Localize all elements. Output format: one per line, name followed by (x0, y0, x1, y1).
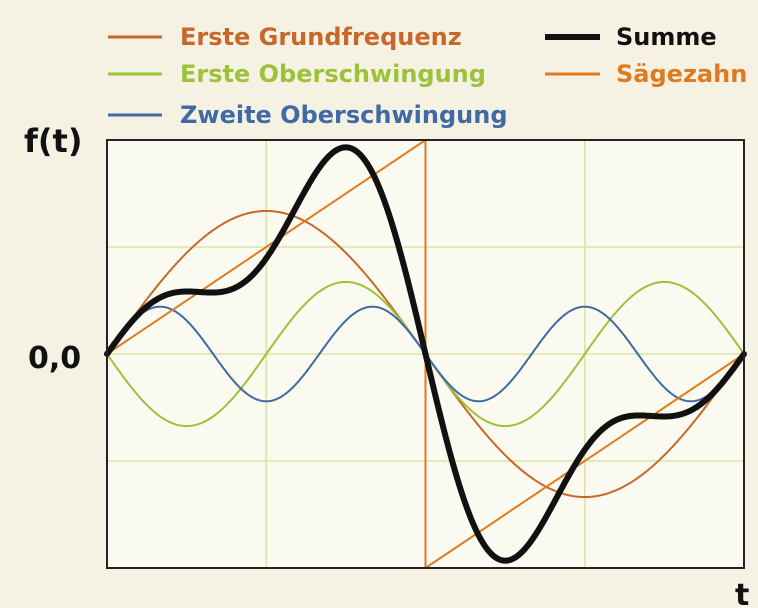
legend-label-oberschwingung-1: Erste Oberschwingung (180, 60, 486, 88)
y-axis-label: f(t) (24, 122, 82, 160)
y-tick-zero: 0,0 (28, 341, 81, 376)
x-axis-label: t (735, 578, 749, 608)
legend-label-grundfrequenz: Erste Grundfrequenz (180, 23, 462, 51)
legend-label-oberschwingung-2: Zweite Oberschwingung (180, 101, 508, 129)
legend-label-summe: Summe (616, 23, 717, 51)
legend-label-saegezahn: Sägezahn (616, 60, 747, 88)
